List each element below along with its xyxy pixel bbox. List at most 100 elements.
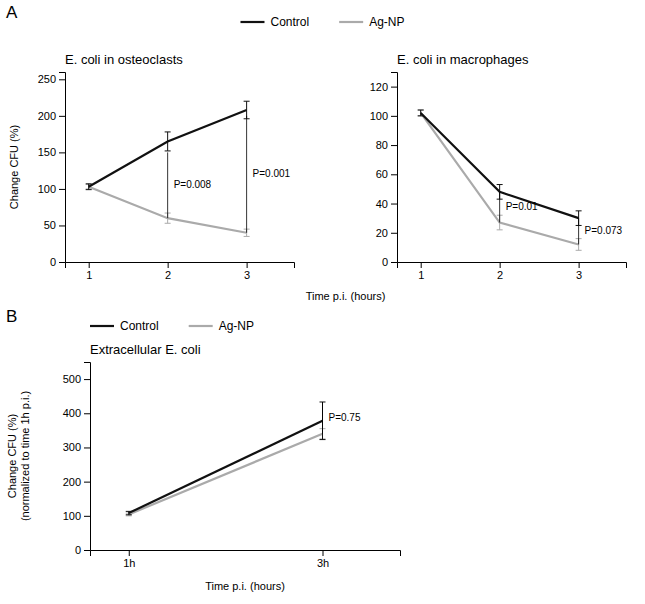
legend-item: Control (240, 15, 309, 29)
tick: 120 (370, 81, 397, 93)
tick: 400 (63, 407, 90, 419)
tick-label: 1h (123, 557, 135, 569)
tick-mark (59, 225, 65, 226)
tick-label: 300 (63, 441, 81, 453)
error-bar (165, 132, 171, 151)
tick-label: 0 (75, 544, 81, 556)
tick-mark (84, 516, 90, 517)
y-axis-title-line: Change CFU (%) (8, 125, 20, 209)
tick-mark (59, 189, 65, 190)
annotation-bracket (578, 218, 579, 244)
tick-label: 100 (370, 110, 388, 122)
legend-label: Control (270, 15, 309, 29)
tick-mark (84, 413, 90, 414)
legend-label: Ag-NP (369, 15, 404, 29)
tick: 2 (497, 262, 503, 281)
panel-label: A (6, 3, 18, 22)
figure: 123050100150200250P=0.008P=0.001E. coli … (0, 0, 645, 604)
tick-label: 50 (44, 219, 56, 231)
legend-swatch (189, 325, 213, 327)
plot-area (86, 101, 250, 236)
tick-mark (59, 262, 65, 263)
tick-mark (391, 204, 397, 205)
tick-mark (247, 262, 248, 268)
plot-area (126, 402, 326, 516)
tick-label: 0 (50, 256, 56, 268)
tick-label: 20 (376, 227, 388, 239)
tick-label: 200 (63, 476, 81, 488)
error-bar (320, 402, 326, 440)
tick-label: 250 (38, 73, 56, 85)
tick-label: 2 (165, 269, 171, 281)
tick: 100 (370, 110, 397, 122)
legend: Control Ag-NP (240, 15, 404, 29)
x-axis-title: Time p.i. (hours) (205, 580, 285, 592)
x-axis: 1h 3h (91, 550, 401, 569)
tick: 100 (38, 183, 65, 195)
tick-mark (391, 233, 397, 234)
tick-mark (59, 152, 65, 153)
annotation: P=0.073 (585, 225, 623, 236)
tick: 1h (123, 550, 135, 569)
tick-label: 400 (63, 407, 81, 419)
tick-label: 150 (38, 146, 56, 158)
tick-label: 40 (376, 198, 388, 210)
tick: 1 (418, 262, 424, 281)
legend-item: Ag-NP (189, 319, 254, 333)
series-line (421, 113, 579, 245)
tick-label: 120 (370, 81, 388, 93)
tick-label: 100 (38, 183, 56, 195)
x-axis-title: Time p.i. (hours) (306, 290, 386, 302)
y-axis-title-line: Change CFU (%) (6, 414, 18, 498)
tick: 2 (165, 262, 171, 281)
y-axis: 020406080100120 (370, 73, 398, 269)
panel: 123050100150200250P=0.008P=0.001E. coli … (8, 52, 385, 302)
axis-line (91, 551, 401, 557)
annotation-bracket (499, 192, 500, 223)
tick: 40 (376, 198, 397, 210)
tick: 0 (75, 544, 90, 556)
annotation-bracket (246, 116, 247, 233)
legend-swatch (240, 21, 264, 23)
tick-label: 200 (38, 110, 56, 122)
tick-mark (59, 116, 65, 117)
tick-label: 3 (576, 269, 582, 281)
y-axis-title: Change CFU (%) (8, 125, 20, 209)
tick-mark (391, 145, 397, 146)
tick-mark (59, 79, 65, 80)
series-line (129, 421, 323, 513)
tick: 250 (38, 73, 65, 85)
title: E. coli in osteoclasts (65, 52, 183, 67)
tick-mark (168, 262, 169, 268)
axis-line (84, 363, 91, 551)
legend-item: Ag-NP (339, 15, 404, 29)
axis-line (66, 263, 295, 269)
annotation-bracket (322, 402, 323, 434)
tick: 1 (86, 262, 92, 281)
error-bar (126, 511, 132, 514)
tick-mark (84, 482, 90, 483)
tick-mark (84, 379, 90, 380)
tick: 500 (63, 373, 90, 385)
tick-mark (391, 116, 397, 117)
annotation: P=0.008 (174, 179, 212, 190)
tick: 200 (63, 476, 90, 488)
tick-mark (500, 262, 501, 268)
tick-label: 1 (86, 269, 92, 281)
tick-label: 80 (376, 139, 388, 151)
title: Extracellular E. coli (90, 342, 201, 357)
tick-label: 2 (497, 269, 503, 281)
tick: 50 (44, 219, 65, 231)
tick-mark (421, 262, 422, 268)
tick: 200 (38, 110, 65, 122)
tick-label: 3h (317, 557, 329, 569)
tick: 3 (576, 262, 582, 281)
tick: 3 (244, 262, 250, 281)
tick: 0 (50, 256, 65, 268)
tick: 3h (317, 550, 329, 569)
tick-mark (89, 262, 90, 268)
tick-mark (391, 174, 397, 175)
tick-mark (129, 550, 130, 556)
legend-swatch (90, 325, 114, 327)
tick: 100 (63, 510, 90, 522)
